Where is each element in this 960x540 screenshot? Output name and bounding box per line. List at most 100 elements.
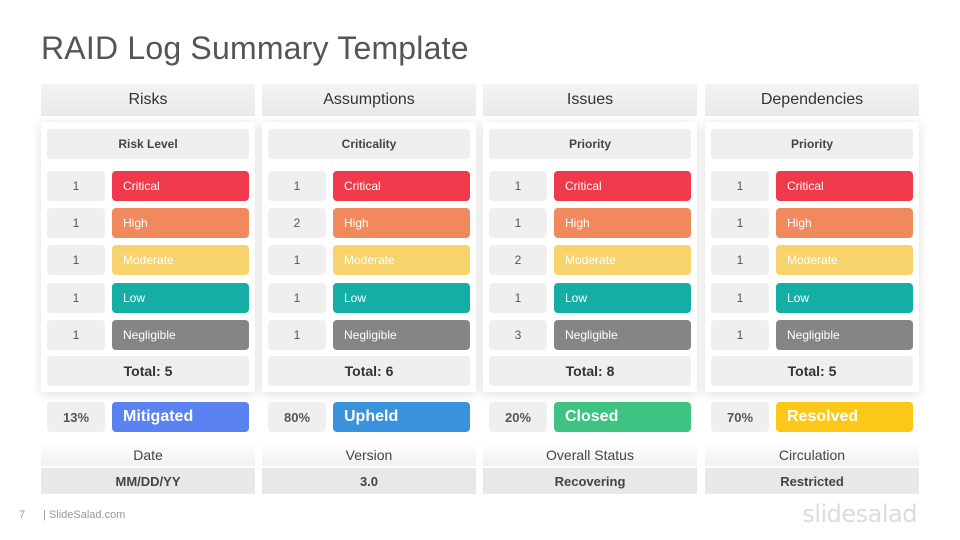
level-count: 1 <box>711 171 769 201</box>
status-badge: Closed <box>554 402 691 432</box>
level-count: 2 <box>489 245 547 275</box>
column-header-label: Assumptions <box>323 91 415 108</box>
level-count: 1 <box>268 245 326 275</box>
meta-value: Recovering <box>483 468 697 494</box>
status-row: 13% Mitigated <box>47 402 249 432</box>
level-count: 1 <box>47 283 105 313</box>
total-count: Total: 5 <box>711 356 913 386</box>
level-row: 1 Critical <box>268 171 470 201</box>
column-issues: Issues Priority 1 Critical 1 High 2 Moderate 1 Lo… <box>483 84 697 496</box>
status-badge: Resolved <box>776 402 913 432</box>
level-panel: Criticality 1 Critical 2 High 1 Moderate 1 Low 1 N… <box>262 122 476 392</box>
status-percent: 20% <box>489 402 547 432</box>
status-percent: 80% <box>268 402 326 432</box>
status-percent: 13% <box>47 402 105 432</box>
level-count: 1 <box>711 283 769 313</box>
slide-title: RAID Log Summary Template <box>41 30 469 66</box>
level-row: 1 Critical <box>489 171 691 201</box>
level-badge: High <box>554 208 691 238</box>
level-badge: Low <box>112 283 249 313</box>
level-row: 1 Negligible <box>268 320 470 350</box>
level-row: 1 Moderate <box>268 245 470 275</box>
level-panel: Priority 1 Critical 1 High 2 Moderate 1 Low 3 Negl… <box>483 122 697 392</box>
level-row: 2 High <box>268 208 470 238</box>
level-badge: High <box>333 208 470 238</box>
level-count: 1 <box>711 320 769 350</box>
level-panel: Risk Level 1 Critical 1 High 1 Moderate 1 Low 1 Ne… <box>41 122 255 392</box>
level-badge: Negligible <box>776 320 913 350</box>
level-row: 1 High <box>489 208 691 238</box>
level-badge: Moderate <box>112 245 249 275</box>
column-header-label: Risks <box>128 91 168 108</box>
raid-columns: Risks Risk Level 1 Critical 1 High 1 Moderate 1 L… <box>41 84 919 496</box>
level-row: 1 Low <box>47 283 249 313</box>
level-count: 1 <box>268 283 326 313</box>
column-header-label: Issues <box>566 91 614 108</box>
level-count: 1 <box>47 208 105 238</box>
level-row: 2 Moderate <box>489 245 691 275</box>
column-header: Issues <box>483 84 697 116</box>
level-row: 1 Critical <box>47 171 249 201</box>
level-badge: Critical <box>112 171 249 201</box>
status-percent: 70% <box>711 402 769 432</box>
level-subheader: Priority <box>489 129 691 159</box>
level-badge: Critical <box>554 171 691 201</box>
level-row: 1 Low <box>711 283 913 313</box>
meta-label: Overall Status <box>483 444 697 466</box>
level-badge: Negligible <box>112 320 249 350</box>
level-row: 1 Negligible <box>711 320 913 350</box>
level-row: 1 High <box>711 208 913 238</box>
level-count: 1 <box>711 208 769 238</box>
meta-value: MM/DD/YY <box>41 468 255 494</box>
meta-label: Date <box>41 444 255 466</box>
level-row: 3 Negligible <box>489 320 691 350</box>
brand-logo: slidesalad <box>802 500 917 528</box>
level-count: 1 <box>47 320 105 350</box>
level-badge: Low <box>776 283 913 313</box>
column-risks: Risks Risk Level 1 Critical 1 High 1 Moderate 1 L… <box>41 84 255 496</box>
level-row: 1 High <box>47 208 249 238</box>
level-panel: Priority 1 Critical 1 High 1 Moderate 1 Low 1 Negl… <box>705 122 919 392</box>
footer-site-link[interactable]: | SlideSalad.com <box>43 509 126 521</box>
level-badge: High <box>776 208 913 238</box>
status-row: 80% Upheld <box>268 402 470 432</box>
level-badge: Moderate <box>333 245 470 275</box>
level-subheader: Risk Level <box>47 129 249 159</box>
level-count: 1 <box>47 171 105 201</box>
column-header: Dependencies <box>705 84 919 116</box>
column-header-label: Dependencies <box>760 91 864 108</box>
level-subheader: Priority <box>711 129 913 159</box>
level-count: 1 <box>489 171 547 201</box>
level-badge: Moderate <box>554 245 691 275</box>
level-count: 1 <box>47 245 105 275</box>
level-row: 1 Moderate <box>711 245 913 275</box>
level-badge: High <box>112 208 249 238</box>
column-header: Risks <box>41 84 255 116</box>
meta-label: Version <box>262 444 476 466</box>
level-count: 1 <box>489 283 547 313</box>
level-count: 1 <box>711 245 769 275</box>
total-count: Total: 5 <box>47 356 249 386</box>
column-assumptions: Assumptions Criticality 1 Critical 2 High 1 Mod… <box>262 84 476 496</box>
level-badge: Critical <box>776 171 913 201</box>
column-dependencies: Dependencies Priority 1 Critical 1 High 1 Moder… <box>705 84 919 496</box>
level-badge: Negligible <box>333 320 470 350</box>
level-badge: Low <box>333 283 470 313</box>
level-count: 1 <box>489 208 547 238</box>
total-count: Total: 8 <box>489 356 691 386</box>
level-row: 1 Low <box>489 283 691 313</box>
level-badge: Critical <box>333 171 470 201</box>
level-row: 1 Critical <box>711 171 913 201</box>
page-number: 7 <box>19 509 26 521</box>
level-count: 2 <box>268 208 326 238</box>
column-header: Assumptions <box>262 84 476 116</box>
level-count: 3 <box>489 320 547 350</box>
meta-label: Circulation <box>705 444 919 466</box>
status-row: 20% Closed <box>489 402 691 432</box>
status-row: 70% Resolved <box>711 402 913 432</box>
level-subheader: Criticality <box>268 129 470 159</box>
level-count: 1 <box>268 171 326 201</box>
status-badge: Upheld <box>333 402 470 432</box>
status-badge: Mitigated <box>112 402 249 432</box>
total-count: Total: 6 <box>268 356 470 386</box>
